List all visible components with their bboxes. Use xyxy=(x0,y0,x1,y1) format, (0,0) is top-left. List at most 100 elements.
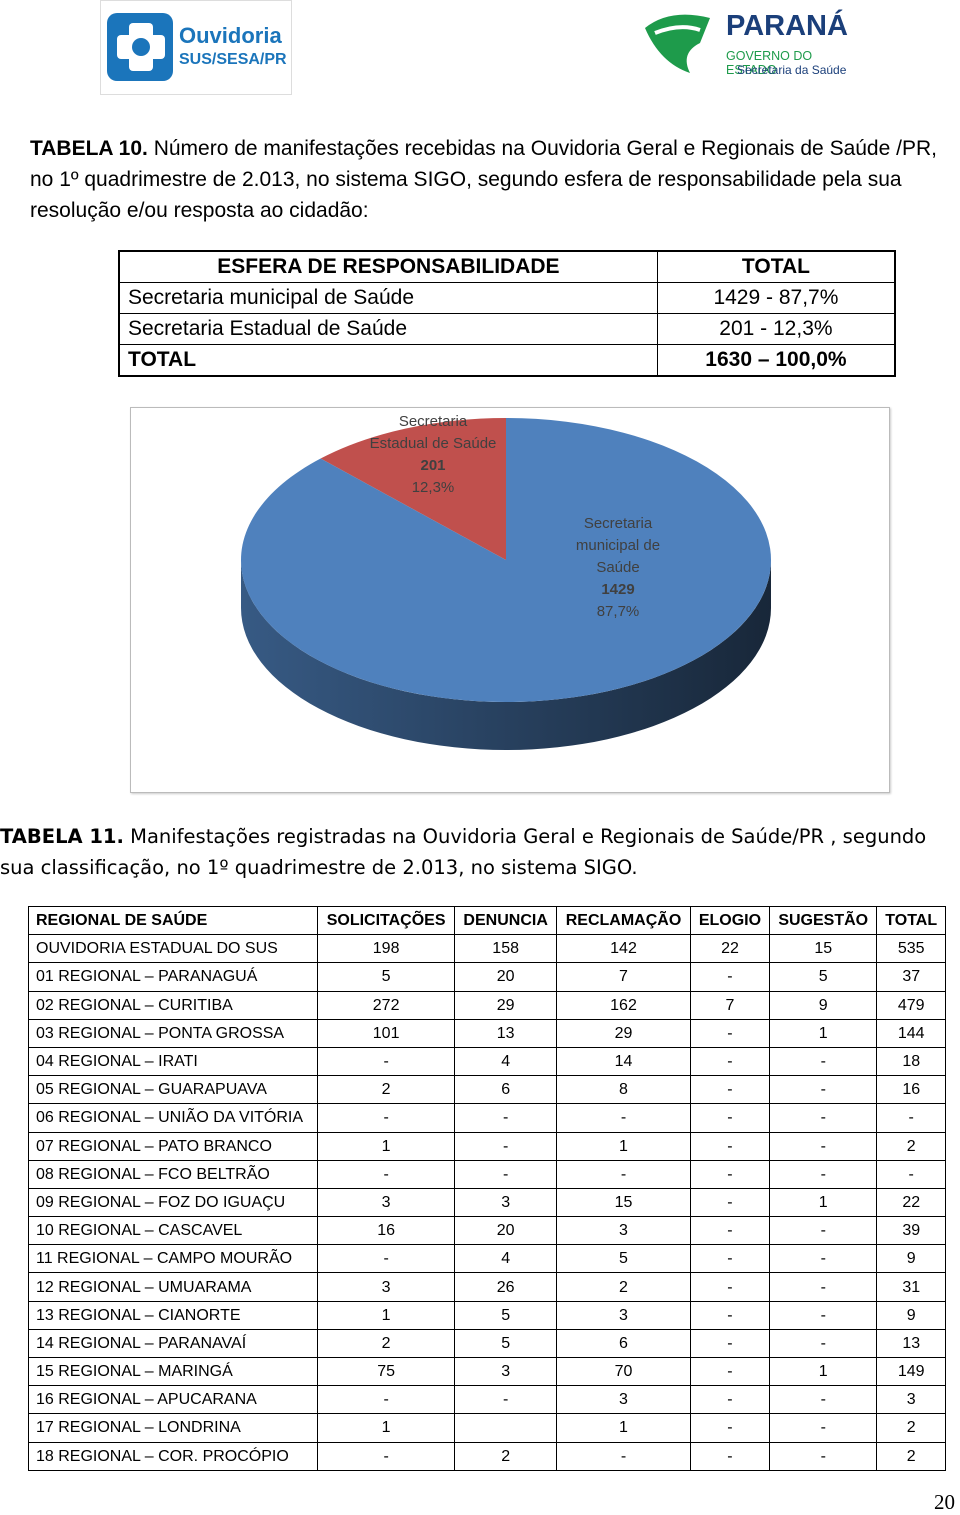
table-cell: 4 xyxy=(454,1046,558,1077)
table-cell: 2 xyxy=(556,1272,691,1302)
caption: TABELA 10. Número de manifestações receb… xyxy=(30,133,960,226)
table-cell: 02 REGIONAL – CURITIBA xyxy=(27,990,319,1020)
table-cell: - xyxy=(689,1159,771,1189)
label-line: Secretaria xyxy=(584,515,653,532)
table-cell: - xyxy=(769,1244,878,1274)
table-row: 16 REGIONAL – APUCARANA - -3- -3 xyxy=(27,1385,946,1415)
table-cell: 15 xyxy=(556,1187,691,1218)
table-cell: 8 xyxy=(556,1075,691,1105)
table-cell: 1 xyxy=(556,1413,691,1443)
table-cell: 7 xyxy=(689,990,771,1020)
caption-text: Manifestações registradas na Ouvidoria G… xyxy=(0,825,927,879)
table-cell: - xyxy=(689,1018,771,1048)
label-line: Saúde xyxy=(596,559,639,576)
pie-slice xyxy=(320,418,506,560)
table-cell: 16 xyxy=(317,1216,456,1246)
table-cell: 5 xyxy=(556,1244,691,1274)
table-cell: 2 xyxy=(876,1131,946,1161)
table-cell: - xyxy=(689,1272,771,1302)
table-cell: 142 xyxy=(556,934,691,964)
table-cell: 03 REGIONAL – PONTA GROSSA xyxy=(27,1018,319,1048)
table-cell: 15 REGIONAL – MARINGÁ xyxy=(27,1356,319,1387)
table-cell: - xyxy=(689,1385,771,1415)
data-label: 201 xyxy=(420,457,445,474)
table-cell: 2 xyxy=(876,1413,946,1443)
table-cell: - xyxy=(317,1159,456,1189)
table-cell: - xyxy=(689,962,771,992)
table-row: 09 REGIONAL – FOZ DO IGUAÇU 3 3 15-1 22 xyxy=(27,1187,946,1218)
table-cell: 14 REGIONAL – PARANAVAÍ xyxy=(27,1328,319,1359)
table-cell: 5 xyxy=(454,1328,558,1359)
table-cell: 1 xyxy=(317,1300,456,1330)
table-cell: - xyxy=(689,1131,771,1161)
table-cell: 149 xyxy=(876,1356,946,1387)
table-cell: ELOGIO xyxy=(689,905,771,936)
table-row: 15 REGIONAL – MARINGÁ 75 3 70-1 149 xyxy=(27,1356,946,1387)
table-cell: 5 xyxy=(317,962,456,992)
table-row: Secretaria Estadual de Saúde 201 - 12,3% xyxy=(118,313,896,345)
table-cell: - xyxy=(556,1159,691,1189)
table-row: ESFERA DE RESPONSABILIDADE TOTAL xyxy=(118,250,896,283)
table-cell: 198 xyxy=(317,934,456,964)
table-cell: - xyxy=(689,1187,771,1218)
logo-text: SUS/SESA/PR xyxy=(179,51,287,68)
table-row: Secretaria municipal de Saúde 1429 - 87,7… xyxy=(118,282,896,314)
table-row: 03 REGIONAL – PONTA GROSSA 101 13 29-1 144 xyxy=(27,1018,946,1048)
chart: Secretaria Estadual de Saúde 201 12,3% Secre… xyxy=(241,413,772,750)
logo-text: GOVERNO DO ESTADO xyxy=(726,49,813,77)
table-cell: RECLAMAÇÃO xyxy=(556,905,691,936)
table-cell: - xyxy=(454,1103,558,1133)
table-cell: 26 xyxy=(454,1272,558,1302)
table-cell: Secretaria Estadual de Saúde xyxy=(118,313,658,345)
table-cell: 1 xyxy=(769,1187,878,1218)
table-cell: - xyxy=(317,1103,456,1133)
table-cell: - xyxy=(769,1131,878,1161)
table-cell: 07 REGIONAL – PATO BRANCO xyxy=(27,1131,319,1161)
logo-text: Ouvidoria xyxy=(179,23,282,48)
table-row: 17 REGIONAL – LONDRINA 1 1- -2 xyxy=(27,1413,946,1443)
caption-label: TABELA 11. xyxy=(0,825,124,848)
logo-icon xyxy=(645,14,710,74)
table-cell: 5 xyxy=(454,1300,558,1330)
table-cell: TOTAL xyxy=(656,250,896,283)
table-cell: 3 xyxy=(876,1385,946,1415)
caption-label: TABELA 10. xyxy=(30,137,148,160)
data-label: 87,7% xyxy=(597,603,640,620)
table: REGIONAL DE SAÚDE SOLICITAÇÕES DENUNCIA REC… xyxy=(27,905,946,1471)
table-cell: - xyxy=(689,1356,771,1387)
table-cell: 1429 - 87,7% xyxy=(656,282,896,314)
table-cell: - xyxy=(689,1046,771,1077)
table-cell: 101 xyxy=(317,1018,456,1048)
table-cell: 10 REGIONAL – CASCAVEL xyxy=(27,1216,319,1246)
label-line: Estadual de Saúde xyxy=(370,435,497,452)
table-cell: 05 REGIONAL – GUARAPUAVA xyxy=(27,1075,319,1105)
table-cell: 04 REGIONAL – IRATI xyxy=(27,1046,319,1077)
table-cell: 6 xyxy=(454,1075,558,1105)
data-label: Secretaria Estadual de Saúde xyxy=(370,413,497,452)
table-cell: - xyxy=(556,1441,691,1471)
logo-icon xyxy=(107,13,173,81)
table-cell: 70 xyxy=(556,1356,691,1387)
table-row: 01 REGIONAL – PARANAGUÁ 5 20 7-5 37 xyxy=(27,962,946,992)
table-cell: 2 xyxy=(317,1075,456,1105)
table-cell: 18 REGIONAL – COR. PROCÓPIO xyxy=(27,1441,319,1471)
data-label: 1429 xyxy=(601,581,634,598)
table-row: TOTAL 1630 – 100,0% xyxy=(118,344,896,377)
table-cell: 16 xyxy=(876,1075,946,1105)
table-cell: 2 xyxy=(454,1441,558,1471)
table-cell: 3 xyxy=(317,1187,456,1218)
table-cell: 9 xyxy=(876,1300,946,1330)
label-line: municipal de xyxy=(576,537,660,554)
table-cell: 15 xyxy=(769,934,878,964)
table-cell: 1 xyxy=(317,1131,456,1161)
table-cell: 479 xyxy=(876,990,946,1020)
table-cell: - xyxy=(769,1046,878,1077)
table-row: 18 REGIONAL – COR. PROCÓPIO -2- - -2 xyxy=(27,1441,946,1471)
table-row: 10 REGIONAL – CASCAVEL 16 20 3- -39 xyxy=(27,1216,946,1246)
table-row: 07 REGIONAL – PATO BRANCO 1-1- -2 xyxy=(27,1131,946,1161)
table-cell: 5 xyxy=(769,962,878,992)
logo-text: Secretaria da Saúde xyxy=(737,63,847,77)
table-cell: - xyxy=(769,1328,878,1359)
table-cell: DENUNCIA xyxy=(454,905,558,936)
table-row: OUVIDORIA ESTADUAL DO SUS 198 158 142 22 15 53… xyxy=(27,934,946,964)
